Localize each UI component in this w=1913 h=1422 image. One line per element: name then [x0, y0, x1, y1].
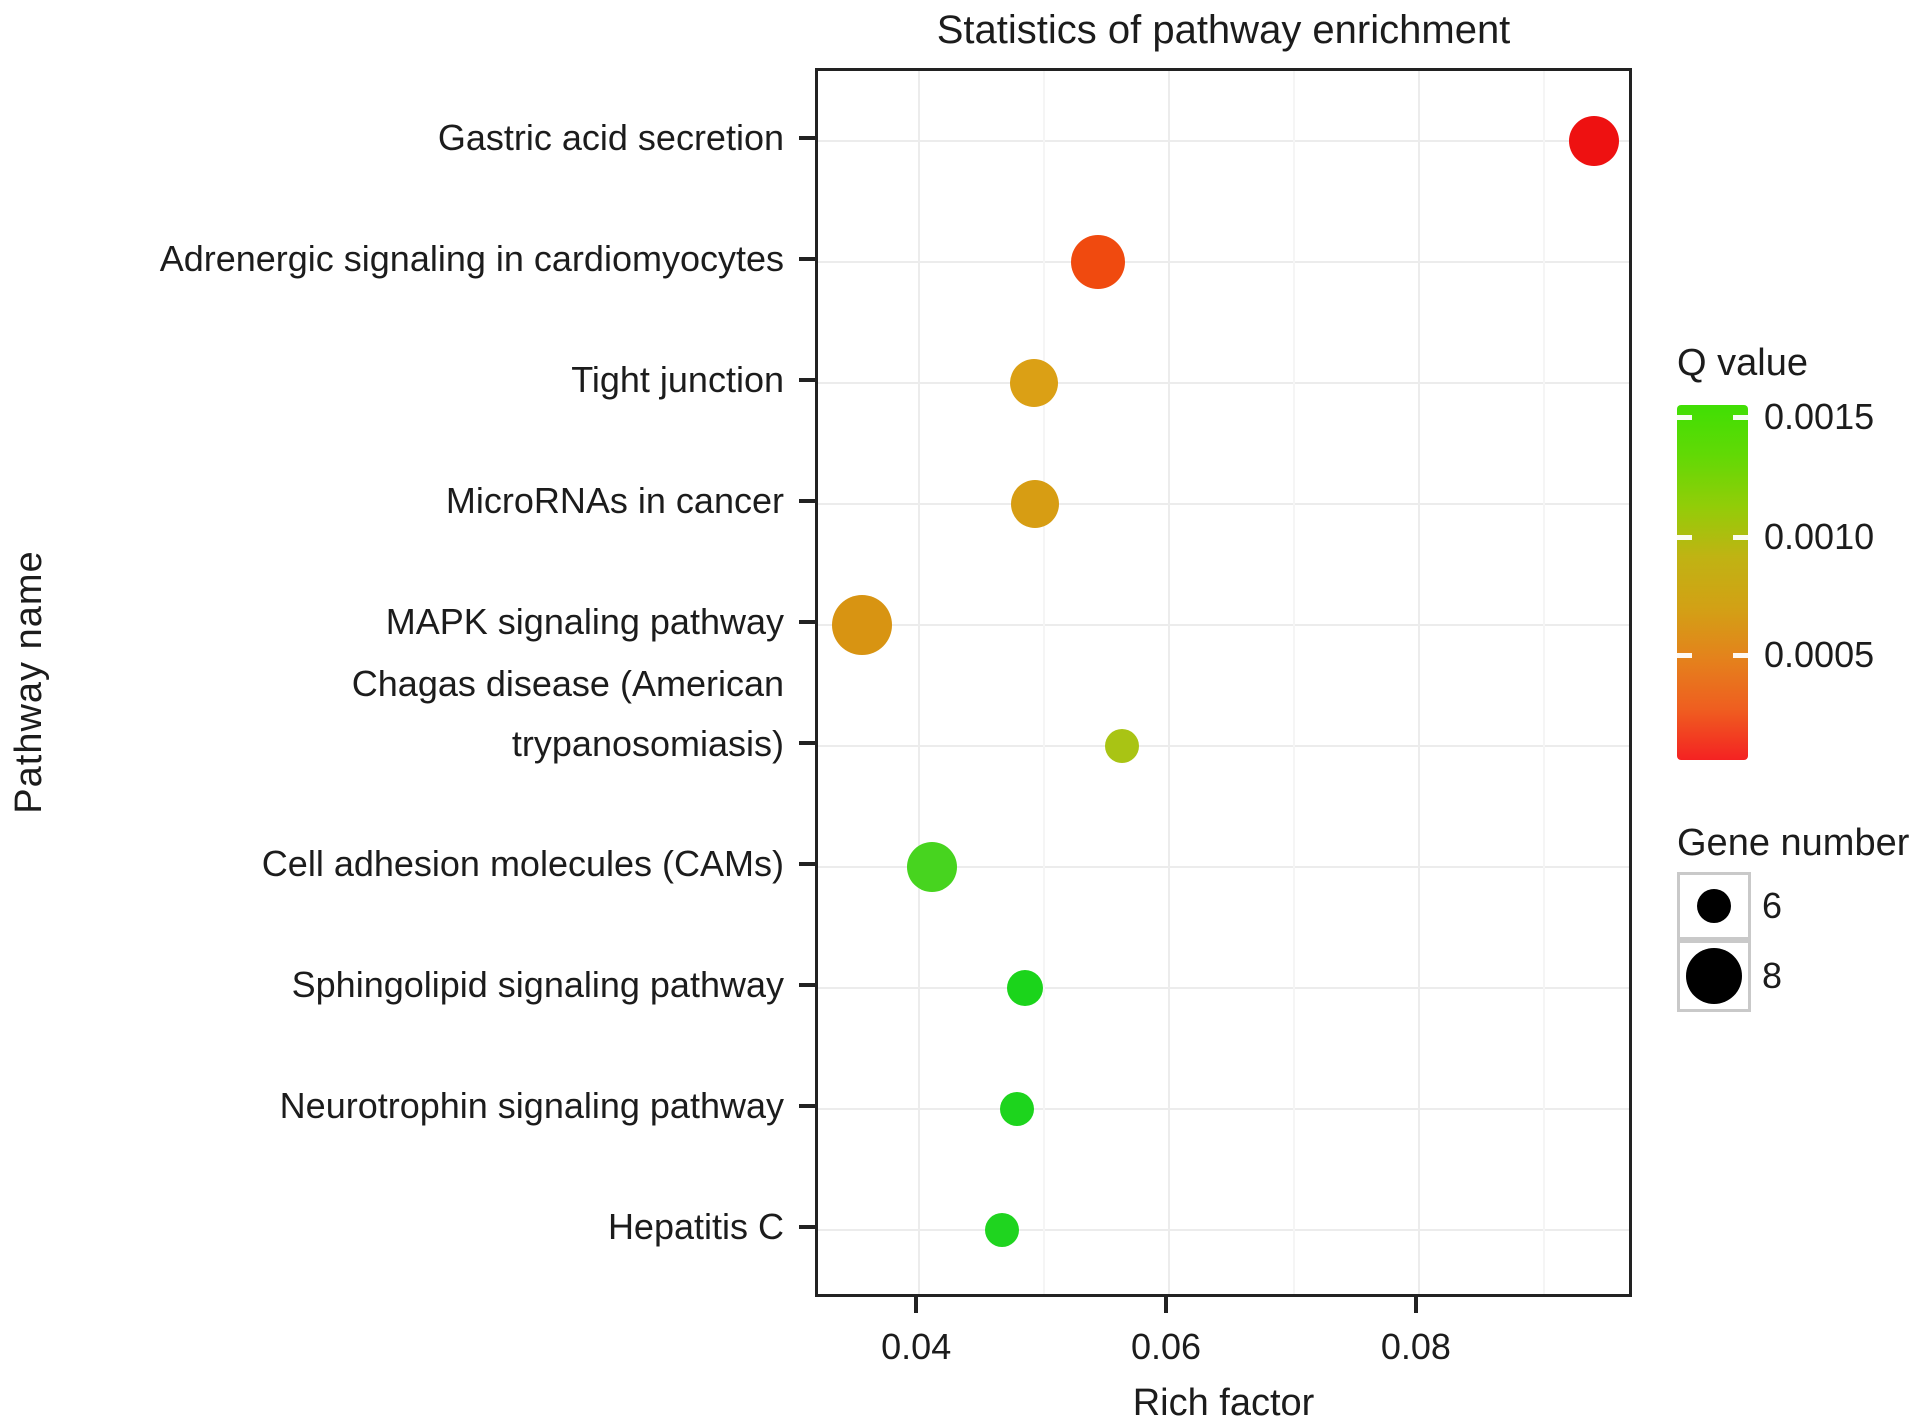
gridline-horizontal: [818, 382, 1629, 384]
chart-title: Statistics of pathway enrichment: [936, 8, 1511, 52]
y-tick-mark: [799, 741, 815, 745]
pathway-label-line: Tight junction: [571, 359, 784, 400]
gridline-horizontal: [818, 1108, 1629, 1110]
y-tick-mark: [799, 378, 815, 382]
data-point: [1568, 116, 1619, 166]
gridline-horizontal: [818, 745, 1629, 747]
gene-number-legend-title: Gene number: [1677, 822, 1910, 864]
x-tick-label: 0.08: [1380, 1326, 1451, 1367]
pathway-label-line: MAPK signaling pathway: [385, 601, 784, 642]
q-value-tick-label: 0.0015: [1764, 396, 1875, 437]
gene-number-key-label: 6: [1762, 885, 1783, 926]
plot-panel: [815, 68, 1632, 1297]
gridline-vertical-major: [1417, 71, 1420, 1294]
pathway-label-line: Cell adhesion molecules (CAMs): [261, 843, 784, 884]
data-point: [1104, 729, 1139, 763]
pathway-label-line: trypanosomiasis): [511, 723, 784, 765]
gridline-vertical-major: [918, 71, 921, 1294]
gridline-horizontal: [818, 866, 1629, 868]
x-tick-mark: [1413, 1297, 1418, 1313]
y-tick-mark: [799, 257, 815, 261]
pathway-label: Cell adhesion molecules (CAMs): [0, 834, 790, 894]
pathway-label-line: Neurotrophin signaling pathway: [279, 1085, 784, 1126]
gridline-horizontal: [818, 503, 1629, 505]
pathway-label: Neurotrophin signaling pathway: [0, 1076, 790, 1136]
y-tick-mark: [799, 983, 815, 987]
data-point: [999, 1092, 1034, 1126]
data-point: [831, 595, 892, 655]
gridline-vertical-minor: [1542, 71, 1545, 1294]
gene-number-key-dot: [1686, 948, 1742, 1004]
y-tick-mark: [799, 499, 815, 503]
pathway-label: Gastric acid secretion: [0, 108, 790, 168]
pathway-label-line: Chagas disease (American: [351, 663, 784, 705]
gridline-horizontal: [818, 140, 1629, 142]
y-tick-mark: [799, 1225, 815, 1229]
gene-number-key-box: [1677, 872, 1751, 940]
q-value-tick-label: 0.0010: [1764, 516, 1875, 557]
y-tick-mark: [799, 136, 815, 140]
pathway-label-line: MicroRNAs in cancer: [445, 480, 784, 521]
data-point: [906, 842, 957, 892]
gridline-vertical-minor: [1043, 71, 1046, 1294]
gridline-horizontal: [818, 987, 1629, 989]
q-value-gradient-bar: [1677, 405, 1748, 760]
gridline-horizontal: [818, 624, 1629, 626]
pathway-label: Tight junction: [0, 350, 790, 410]
x-tick-label: 0.06: [1130, 1326, 1202, 1367]
pathway-label: Adrenergic signaling in cardiomyocytes: [0, 229, 790, 289]
pathway-label-line: Sphingolipid signaling pathway: [291, 964, 784, 1005]
gridline-horizontal: [818, 261, 1629, 263]
pathway-label: MAPK signaling pathway: [0, 592, 790, 652]
pathway-label: Sphingolipid signaling pathway: [0, 955, 790, 1015]
pathway-label: Hepatitis C: [0, 1197, 790, 1257]
pathway-label-line: Gastric acid secretion: [437, 117, 784, 158]
q-bar-tick-left: [1677, 415, 1692, 420]
data-point: [1070, 235, 1125, 289]
x-axis-title: Rich factor: [1132, 1382, 1315, 1422]
data-point: [1011, 480, 1060, 528]
gene-number-key-dot: [1697, 889, 1731, 923]
y-tick-mark: [799, 862, 815, 866]
gridline-vertical-minor: [1292, 71, 1295, 1294]
pathway-label: MicroRNAs in cancer: [0, 471, 790, 531]
gene-number-key-label: 8: [1762, 955, 1783, 996]
pathway-label: Chagas disease (American trypanosomiasis): [0, 654, 790, 774]
data-point: [1007, 970, 1044, 1006]
q-bar-tick-left: [1677, 535, 1692, 540]
q-bar-tick-right: [1733, 653, 1748, 658]
data-point: [1010, 359, 1059, 407]
pathway-label-line: Hepatitis C: [607, 1206, 784, 1247]
q-value-legend-title: Q value: [1677, 342, 1808, 384]
x-tick-mark: [914, 1297, 919, 1313]
q-bar-tick-left: [1677, 653, 1692, 658]
gridline-horizontal: [818, 1229, 1629, 1231]
gridline-vertical-major: [1168, 71, 1171, 1294]
y-tick-mark: [799, 1104, 815, 1108]
pathway-label-line: Adrenergic signaling in cardiomyocytes: [159, 238, 784, 279]
y-tick-mark: [799, 620, 815, 624]
x-tick-mark: [1164, 1297, 1169, 1313]
q-value-tick-label: 0.0005: [1764, 634, 1875, 675]
q-bar-tick-right: [1733, 535, 1748, 540]
x-tick-label: 0.04: [881, 1326, 952, 1367]
data-point: [984, 1213, 1019, 1247]
q-bar-tick-right: [1733, 415, 1748, 420]
